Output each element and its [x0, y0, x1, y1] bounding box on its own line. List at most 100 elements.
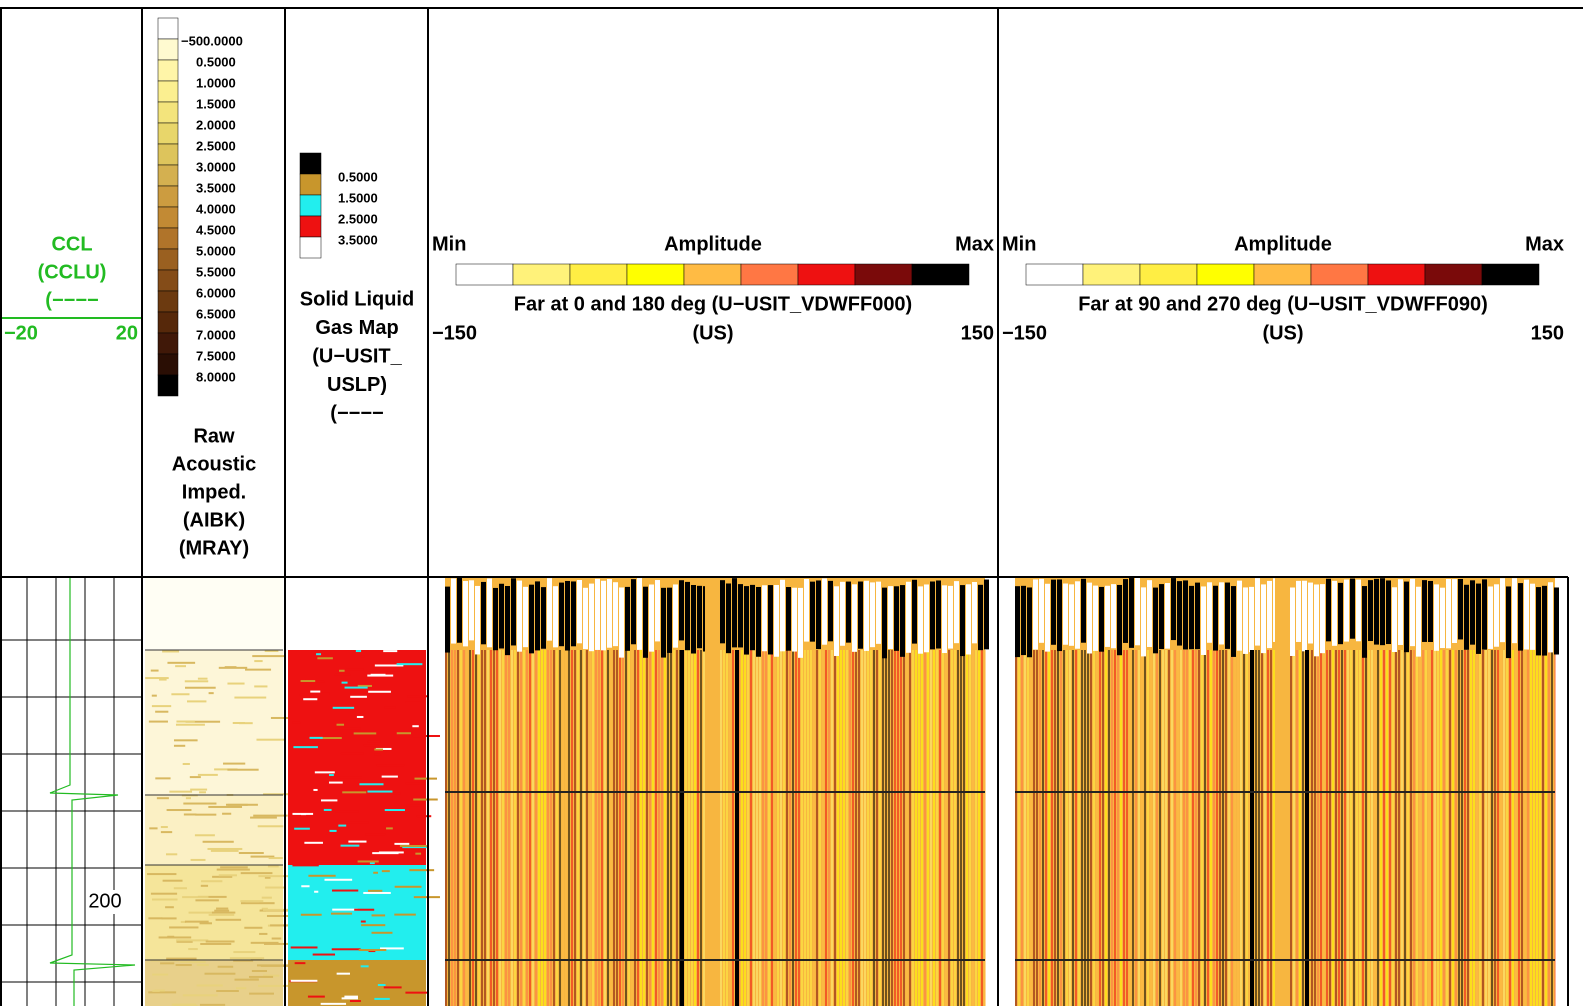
map-streak [314, 890, 319, 893]
unit: (US) [1262, 322, 1303, 344]
map-streak [356, 715, 364, 718]
vdl-stripe [1461, 650, 1463, 1006]
vdl-stripe [861, 650, 863, 1006]
vdl-top [1063, 583, 1068, 645]
map-streak [396, 732, 412, 735]
vdl-top [798, 587, 803, 658]
vdl-stripe [933, 650, 935, 1006]
impedance-streak [216, 868, 250, 871]
vdl-top [1494, 584, 1499, 647]
map-streak [357, 860, 379, 863]
vdl-stripe [1267, 650, 1269, 1006]
map-streak [373, 871, 378, 874]
map-streak [290, 979, 318, 982]
vdl-stripe [972, 650, 974, 1006]
vdl-stripe [1030, 650, 1032, 1006]
impedance-streak [210, 849, 239, 852]
track-title: Imped. [182, 481, 246, 503]
legend-swatch [299, 152, 322, 175]
vdl-stripe [777, 650, 779, 1006]
vdl-stripe [1545, 650, 1547, 1006]
vdl-stripe [1264, 650, 1266, 1006]
vdl-stripe [852, 650, 854, 1006]
impedance-streak [245, 900, 260, 903]
map-streak [384, 809, 405, 812]
legend-swatch [157, 122, 179, 145]
vdl-stripe [1060, 650, 1062, 1006]
vdl-stripe [1455, 650, 1457, 1006]
map-streak [332, 889, 359, 892]
vdl-stripe [1542, 650, 1544, 1006]
track-title: Amplitude [1234, 233, 1332, 255]
vdl-top [756, 586, 761, 657]
vdl-top [948, 585, 953, 649]
vdl-top [1320, 584, 1325, 654]
impedance-streak [263, 974, 280, 977]
vdl-top [1105, 585, 1110, 647]
legend-label: 2.0000 [196, 117, 236, 132]
map-streak [376, 764, 405, 767]
colorbar-swatch [1310, 263, 1369, 286]
impedance-streak [155, 777, 171, 780]
map-streak [368, 950, 376, 953]
vdl-stripe [759, 650, 761, 1006]
vdl-top [1518, 583, 1523, 651]
impedance-streak [251, 969, 268, 972]
map-streak [319, 737, 342, 740]
vdl-top [1093, 585, 1098, 651]
vdl-stripe [619, 650, 621, 1006]
impedance-streak [270, 716, 293, 719]
scale-max-label: Max [1525, 233, 1564, 255]
legend-label: 5.0000 [196, 243, 236, 258]
impedance-streak [201, 880, 223, 883]
map-streak [311, 860, 338, 863]
vdl-top [1087, 582, 1092, 654]
vdl-stripe [1290, 650, 1292, 1006]
vdl-top [1225, 582, 1230, 649]
impedance-streak [190, 788, 208, 791]
legend-swatch [157, 59, 179, 82]
map-streak [293, 746, 318, 749]
vdl-stripe [1503, 650, 1505, 1006]
vdl-stripe [589, 650, 591, 1006]
vdl-stripe [685, 650, 687, 1006]
vdl-stripe [688, 650, 690, 1006]
map-streak [342, 791, 367, 794]
track-mnemonic: (CCLU) [38, 261, 107, 283]
map-streak [394, 885, 422, 888]
vdl-stripe [1228, 650, 1230, 1006]
impedance-streak [234, 696, 267, 699]
vdl-stripe [882, 650, 884, 1006]
vdl-top [978, 584, 983, 651]
vdl-stripe [1395, 650, 1397, 1006]
vdl-stripe [559, 650, 561, 1006]
vdl-stripe [768, 650, 770, 1006]
vdl-stripe [1317, 650, 1319, 1006]
vdl-stripe [1464, 650, 1466, 1006]
vdl-stripe [1299, 650, 1301, 1006]
vdl-top [1410, 578, 1415, 647]
vdl-top [1249, 586, 1254, 653]
vdl-stripe [1129, 650, 1131, 1006]
map-streak [317, 657, 333, 660]
vdl-stripe [870, 650, 872, 1006]
map-streak [381, 870, 390, 873]
vdl-stripe [822, 650, 824, 1006]
vdl-stripe [1428, 650, 1430, 1006]
impedance-streak [188, 948, 198, 951]
vdl-stripe [550, 650, 552, 1006]
vdl-top [517, 580, 522, 652]
vdl-top [469, 580, 474, 641]
vdl-stripe [1189, 650, 1191, 1006]
vdl-stripe [583, 650, 585, 1006]
vdl-stripe [801, 650, 803, 1006]
vdl-stripe [661, 650, 663, 1006]
vdl-stripe [858, 650, 860, 1006]
vdl-stripe [1099, 650, 1101, 1006]
vdl-stripe [966, 650, 968, 1006]
vdl-stripe [894, 650, 896, 1006]
scale-max: 150 [1531, 322, 1564, 344]
impedance-streak [250, 816, 277, 819]
vdl-top [1015, 586, 1020, 658]
vdl-stripe [1045, 650, 1047, 1006]
